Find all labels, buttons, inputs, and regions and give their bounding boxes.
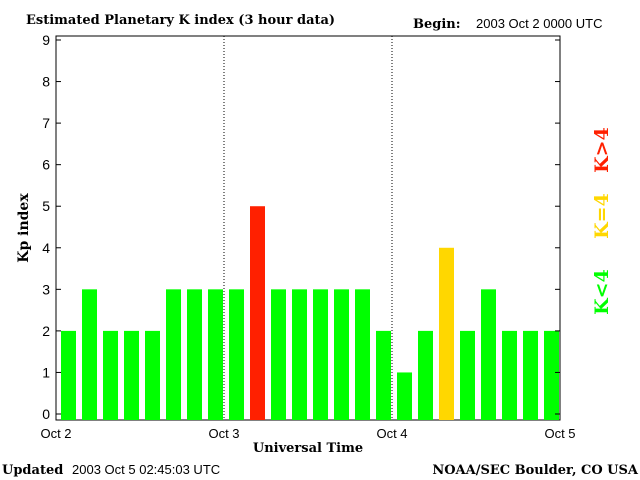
y-tick-label: 8 <box>42 74 50 90</box>
kp-bar <box>166 289 181 420</box>
x-tick-label: Oct 4 <box>376 426 407 441</box>
kp-bar <box>502 330 517 420</box>
updated-label: Updated <box>2 463 63 478</box>
x-axis: Oct 2 Oct 3 Oct 4 Oct 5 <box>40 426 575 441</box>
y-tick-label: 2 <box>42 323 50 339</box>
legend-high: K>4 <box>591 127 613 173</box>
kp-bar <box>313 289 328 420</box>
begin-label: Begin: <box>413 17 461 32</box>
kp-bar <box>271 289 286 420</box>
kp-bar <box>229 289 244 420</box>
updated-value: 2003 Oct 5 02:45:03 UTC <box>72 462 220 477</box>
kp-bar <box>250 206 265 420</box>
kp-bar <box>145 330 160 420</box>
y-tick-label: 6 <box>42 157 50 173</box>
y-tick-label: 3 <box>42 281 50 297</box>
kp-bar <box>82 289 97 420</box>
kp-bar <box>544 330 559 420</box>
kp-bar <box>523 330 538 420</box>
kp-bar <box>481 289 496 420</box>
kp-bar <box>103 330 118 420</box>
kp-bar <box>376 330 391 420</box>
plot-frame <box>55 35 561 421</box>
x-tick-label: Oct 5 <box>544 426 575 441</box>
legend-equal: K=4 <box>591 193 613 239</box>
kp-bar <box>418 330 433 420</box>
x-tick-label: Oct 3 <box>208 426 239 441</box>
bars-group <box>61 206 559 420</box>
kp-bar <box>355 289 370 420</box>
kp-bar <box>124 330 139 420</box>
x-axis-label: Universal Time <box>253 441 363 456</box>
source-credit: NOAA/SEC Boulder, CO USA <box>432 463 639 478</box>
y-tick-label: 5 <box>42 198 50 214</box>
y-tick-label: 0 <box>42 406 50 422</box>
kp-bar <box>292 289 307 420</box>
kp-bar <box>460 330 475 420</box>
y-tick-label: 7 <box>42 115 50 131</box>
chart-title: Estimated Planetary K index (3 hour data… <box>26 13 335 28</box>
kp-bar <box>61 330 76 420</box>
kp-bar <box>439 247 454 420</box>
kp-bar <box>397 372 412 420</box>
y-axis: 0 1 2 3 4 5 6 7 8 9 <box>42 32 560 422</box>
x-tick-label: Oct 2 <box>40 426 71 441</box>
kp-bar <box>334 289 349 420</box>
begin-value: 2003 Oct 2 0000 UTC <box>476 16 602 31</box>
y-tick-label: 4 <box>42 240 50 256</box>
kp-bar <box>208 289 223 420</box>
legend-low: K<4 <box>591 269 613 315</box>
y-tick-label: 1 <box>42 364 50 380</box>
kp-bar <box>187 289 202 420</box>
y-axis-label: Kp index <box>16 193 32 263</box>
y-tick-label: 9 <box>42 32 50 48</box>
